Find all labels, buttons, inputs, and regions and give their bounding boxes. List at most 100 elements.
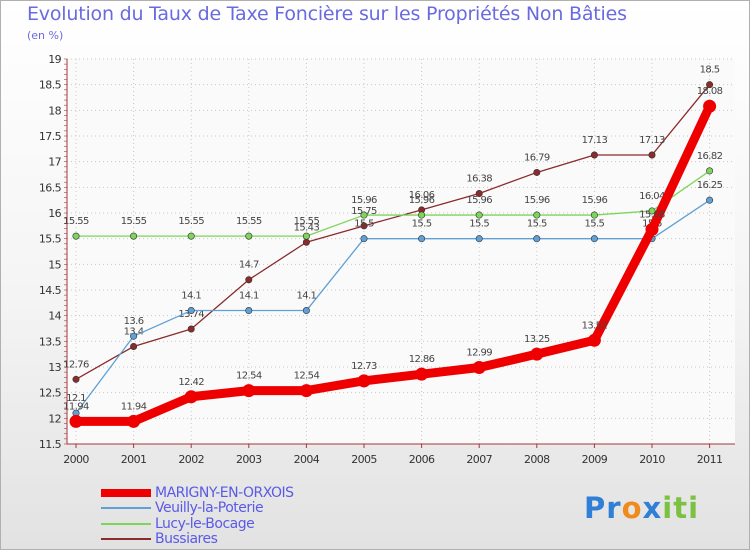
data-point [357,374,371,388]
data-point [245,276,253,284]
legend-item-lucy: Lucy-le-Bocage [101,516,294,532]
data-point [703,99,717,113]
legend: MARIGNY-EN-ORXOIS Veuilly-la-Poterie Luc… [101,485,294,547]
data-point [245,307,253,315]
legend-item-bussiares: Bussiares [101,531,294,548]
data-label: 15.96 [409,195,435,206]
y-tick-label: 15.5 [39,233,62,246]
data-point [648,151,656,159]
logo-letter: i [662,491,674,525]
data-label: 16.06 [409,190,435,201]
y-tick-label: 11.5 [39,438,62,451]
data-point [648,207,656,215]
data-label: 12.54 [236,371,262,382]
data-point [242,384,256,398]
data-label: 13.6 [124,316,144,327]
legend-swatch-veuilly [101,507,151,510]
data-label: 15.96 [466,195,492,206]
data-point [302,238,310,246]
data-label: 13.52 [582,320,608,331]
data-point [530,347,544,361]
x-tick-label: 2011 [697,453,723,466]
logo-letter: i [688,491,700,525]
data-label: 14.7 [239,260,259,271]
x-tick-label: 2002 [178,453,204,466]
x-tick-label: 2007 [466,453,492,466]
data-label: 15.5 [584,219,604,230]
legend-swatch-marigny [101,488,151,497]
data-label: 18.5 [700,65,720,76]
data-label: 12.86 [409,354,435,365]
data-label: 17.13 [582,135,608,146]
data-point [590,151,598,159]
data-point [706,81,714,89]
data-label: 16.38 [466,173,492,184]
x-tick-label: 2003 [236,453,262,466]
data-point [472,361,486,375]
data-label: 15.96 [351,195,377,206]
y-tick-label: 14.5 [39,284,62,297]
data-point [69,414,83,428]
legend-label-bussiares: Bussiares [155,531,218,548]
data-label: 15.5 [527,219,547,230]
data-label: 15.43 [294,222,320,233]
data-point [72,375,80,383]
y-tick-label: 13.5 [39,335,62,348]
data-label: 12.1 [66,393,86,404]
data-label: 12.73 [351,361,377,372]
data-point [187,307,195,315]
data-label: 14.1 [181,291,201,302]
data-point [187,232,195,240]
data-label: 15.55 [178,216,204,227]
data-label: 14.1 [296,291,316,302]
data-point [475,189,483,197]
data-point [415,367,429,381]
data-point [475,211,483,219]
data-label: 17.13 [639,135,665,146]
y-tick-label: 16 [48,207,61,220]
proxiti-logo: Proxiti [584,491,699,525]
y-tick-label: 18.5 [39,79,62,92]
data-label: 15.55 [294,216,320,227]
data-point [130,342,138,350]
data-point [130,332,138,340]
data-label: 16.79 [524,152,550,163]
data-point [184,390,198,404]
data-point [418,235,426,243]
data-label: 15.68 [639,209,665,220]
logo-letter: P [584,491,607,525]
y-tick-label: 17 [48,156,61,169]
logo-letter: x [642,491,663,525]
data-point [706,167,714,175]
y-tick-label: 16.5 [39,181,62,194]
x-tick-label: 2010 [639,453,665,466]
x-tick-label: 2001 [121,453,147,466]
logo-letter: t [673,491,689,525]
series-line-3 [71,101,715,426]
data-label: 12.76 [63,359,89,370]
data-label: 14.1 [239,291,259,302]
data-label: 15.96 [582,195,608,206]
data-point [360,235,368,243]
x-tick-label: 2005 [351,453,377,466]
data-point [360,222,368,230]
data-label: 16.04 [639,191,665,202]
series-line-0 [75,84,711,380]
x-tick-label: 2008 [524,453,550,466]
data-point [590,235,598,243]
data-label: 18.08 [697,86,723,97]
data-label: 16.25 [697,180,723,191]
data-label: 13.25 [524,334,550,345]
data-point [533,168,541,176]
data-point [130,232,138,240]
data-label: 15.96 [524,195,550,206]
y-tick-label: 15 [48,258,61,271]
data-label: 12.42 [178,377,204,388]
data-label: 11.94 [63,401,89,412]
data-label: 11.94 [121,401,147,412]
legend-item-marigny: MARIGNY-EN-ORXOIS [101,485,294,501]
data-label: 12.99 [466,348,492,359]
data-point [302,307,310,315]
data-label: 15.55 [236,216,262,227]
